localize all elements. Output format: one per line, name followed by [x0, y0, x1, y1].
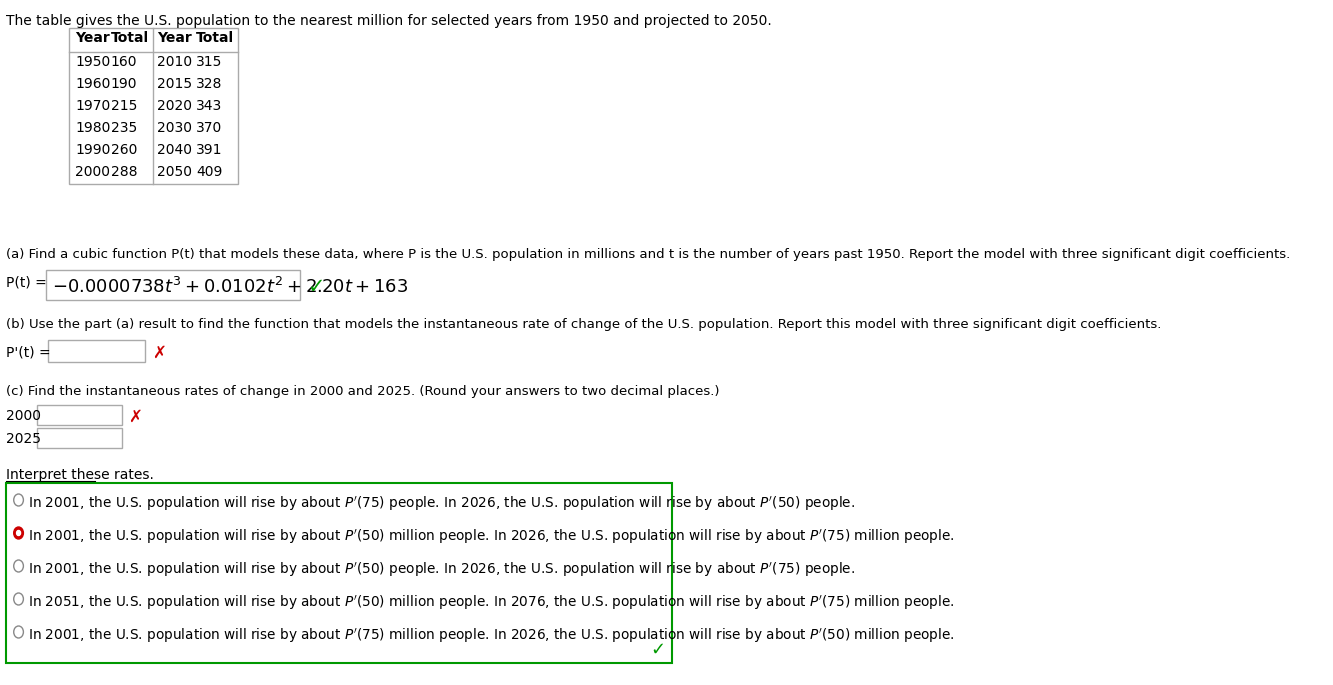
Text: (c) Find the instantaneous rates of change in 2000 and 2025. (Round your answers: (c) Find the instantaneous rates of chan…	[7, 385, 720, 398]
Text: In 2001, the U.S. population will rise by about $P'$(75) million people. In 2026: In 2001, the U.S. population will rise b…	[28, 627, 954, 645]
Text: P(t) =: P(t) =	[7, 275, 47, 289]
Text: 1950: 1950	[75, 55, 111, 69]
Bar	[48, 340, 145, 362]
Bar	[37, 428, 121, 448]
Text: 2000: 2000	[7, 409, 41, 423]
Text: 328: 328	[196, 77, 223, 91]
Text: The table gives the U.S. population to the nearest million for selected years fr: The table gives the U.S. population to t…	[7, 14, 772, 28]
Text: (a) Find a cubic function P(t) that models these data, where P is the U.S. popul: (a) Find a cubic function P(t) that mode…	[7, 248, 1290, 261]
Text: Year: Year	[157, 31, 192, 45]
Text: P'(t) =: P'(t) =	[7, 345, 51, 359]
Text: 160: 160	[111, 55, 137, 69]
Bar	[47, 270, 300, 300]
Bar	[7, 483, 672, 663]
Text: 409: 409	[196, 165, 223, 179]
Text: 2010: 2010	[157, 55, 192, 69]
Text: ✗: ✗	[152, 344, 165, 362]
Text: 2015: 2015	[157, 77, 192, 91]
Text: 391: 391	[196, 143, 223, 157]
Text: ✓: ✓	[308, 277, 325, 297]
Text: 288: 288	[111, 165, 137, 179]
Text: Interpret these rates.: Interpret these rates.	[7, 468, 155, 482]
Text: 315: 315	[196, 55, 223, 69]
Text: ✗: ✗	[128, 408, 143, 426]
Text: 1980: 1980	[75, 121, 111, 135]
Text: 235: 235	[111, 121, 137, 135]
Text: In 2001, the U.S. population will rise by about $P'$(50) million people. In 2026: In 2001, the U.S. population will rise b…	[28, 528, 954, 546]
Text: In 2001, the U.S. population will rise by about $P'$(75) people. In 2026, the U.: In 2001, the U.S. population will rise b…	[28, 495, 856, 513]
Text: ✓: ✓	[651, 641, 665, 659]
Text: In 2051, the U.S. population will rise by about $P'$(50) million people. In 2076: In 2051, the U.S. population will rise b…	[28, 594, 954, 612]
Text: Total: Total	[196, 31, 235, 45]
Text: 343: 343	[196, 99, 223, 113]
Text: 2025: 2025	[7, 432, 41, 446]
Bar	[68, 28, 239, 184]
Text: 2040: 2040	[157, 143, 192, 157]
Circle shape	[13, 527, 24, 539]
Text: 215: 215	[111, 99, 137, 113]
Text: Year: Year	[75, 31, 109, 45]
Text: 1990: 1990	[75, 143, 111, 157]
Text: 2030: 2030	[157, 121, 192, 135]
Text: 370: 370	[196, 121, 223, 135]
Bar	[37, 405, 121, 425]
Text: $-0.0000738t^3 + 0.0102t^2 + 2.20t + 163$: $-0.0000738t^3 + 0.0102t^2 + 2.20t + 163…	[52, 277, 409, 297]
Text: 1970: 1970	[75, 99, 111, 113]
Text: 2020: 2020	[157, 99, 192, 113]
Text: 1960: 1960	[75, 77, 111, 91]
Text: 2050: 2050	[157, 165, 192, 179]
Text: (b) Use the part (a) result to find the function that models the instantaneous r: (b) Use the part (a) result to find the …	[7, 318, 1162, 331]
Text: 190: 190	[111, 77, 137, 91]
Text: Total: Total	[111, 31, 149, 45]
Text: 260: 260	[111, 143, 137, 157]
Text: 2000: 2000	[75, 165, 111, 179]
Circle shape	[16, 530, 20, 536]
Text: In 2001, the U.S. population will rise by about $P'$(50) people. In 2026, the U.: In 2001, the U.S. population will rise b…	[28, 561, 856, 580]
